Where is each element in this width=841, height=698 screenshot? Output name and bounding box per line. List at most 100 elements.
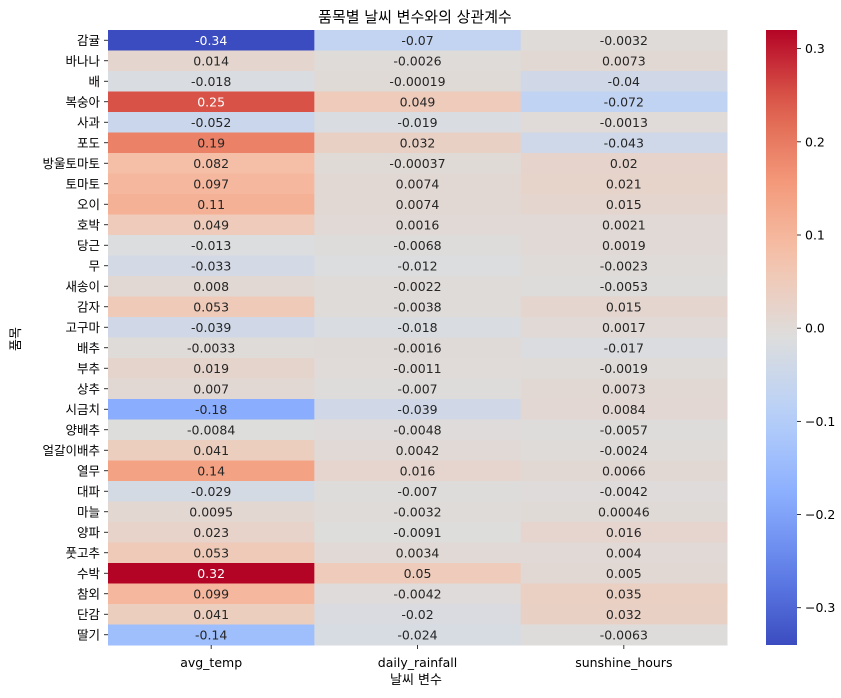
row-label: 감자 — [77, 299, 101, 314]
row-label: 딸기 — [77, 627, 100, 642]
column-labels: avg_temp daily_rainfall sunshine_hours — [180, 645, 672, 670]
cell-value-label: -0.019 — [397, 115, 437, 130]
cell-value-label: -0.0053 — [600, 279, 648, 294]
heatmap-cell — [314, 501, 522, 523]
heatmap-cell — [108, 481, 315, 502]
heatmap-cell — [520, 542, 728, 564]
heatmap-cell — [108, 542, 315, 564]
heatmap-cell — [520, 276, 728, 297]
heatmap-cell — [108, 71, 315, 92]
heatmap-cell — [314, 112, 522, 133]
cell-value-label: -0.0022 — [393, 279, 441, 294]
cell-value-label: 0.25 — [197, 94, 225, 109]
heatmap-cell — [520, 501, 728, 523]
colorbar-tick-label: −0.1 — [805, 414, 835, 429]
heatmap-cell — [520, 153, 728, 174]
row-label: 방울토마토 — [42, 156, 100, 171]
heatmap-cell — [314, 173, 522, 195]
heatmap-cell — [108, 501, 315, 523]
heatmap-cell — [520, 378, 728, 400]
row-label: 얼갈이배추 — [42, 443, 100, 458]
cell-value-label: 0.0074 — [396, 197, 440, 212]
heatmap-cell — [314, 194, 522, 215]
heatmap-cell — [314, 440, 522, 461]
cell-value-label: -0.0026 — [393, 53, 441, 68]
cell-value-label: 0.023 — [193, 525, 229, 540]
heatmap-cell — [314, 624, 522, 646]
heatmap-cell — [108, 50, 315, 72]
heatmap-cell — [520, 358, 728, 379]
cell-value-label: -0.0032 — [600, 33, 648, 48]
row-labels: 감귤바나나배복숭아사과포도방울토마토토마토오이호박당근무새송이감자고구마배추부추… — [42, 33, 108, 642]
heatmap-cell — [520, 440, 728, 461]
heatmap-cell — [108, 399, 315, 420]
cell-value-label: 0.05 — [404, 566, 432, 581]
heatmap-cell — [314, 317, 522, 338]
row-label: 참외 — [77, 586, 100, 601]
heatmap-cell — [520, 50, 728, 72]
row-label: 수박 — [77, 566, 101, 581]
cell-value-label: 0.00046 — [598, 504, 650, 519]
cell-value-label: 0.099 — [193, 586, 229, 601]
cell-value-label: -0.0016 — [393, 340, 441, 355]
cell-value-label: -0.02 — [401, 607, 433, 622]
heatmap-cell — [108, 378, 315, 400]
heatmap-cell — [108, 460, 315, 482]
cell-value-label: -0.0024 — [600, 443, 648, 458]
column-label: daily_rainfall — [378, 655, 457, 670]
heatmap-cell — [108, 522, 315, 543]
heatmap-cell — [520, 563, 728, 584]
heatmap-cell — [314, 481, 522, 502]
row-label: 마늘 — [77, 504, 100, 519]
row-label: 풋고추 — [65, 545, 100, 560]
heatmap-cell — [108, 563, 315, 584]
cell-value-label: 0.0042 — [396, 443, 440, 458]
heatmap-cell — [108, 132, 315, 154]
cell-value-label: -0.033 — [191, 258, 231, 273]
row-label: 시금치 — [65, 402, 100, 417]
heatmap-cell — [520, 522, 728, 543]
row-label: 단감 — [77, 607, 101, 622]
cell-value-label: 0.041 — [193, 607, 229, 622]
cell-value-label: -0.0038 — [393, 299, 441, 314]
cell-value-label: 0.015 — [606, 197, 642, 212]
heatmap-cell — [108, 419, 315, 441]
heatmap-cell — [108, 30, 315, 51]
row-label: 고구마 — [65, 320, 100, 335]
colorbar-tick-label: 0.3 — [805, 41, 825, 56]
cell-value-label: -0.00037 — [389, 156, 445, 171]
heatmap-cell — [314, 91, 522, 113]
cell-value-label: -0.0063 — [600, 627, 648, 642]
heatmap-cell — [108, 296, 315, 318]
cell-value-label: -0.039 — [397, 402, 437, 417]
heatmap-cell — [520, 604, 728, 625]
heatmap-cell — [108, 440, 315, 461]
cell-value-label: 0.032 — [606, 607, 642, 622]
cell-value-label: 0.02 — [610, 156, 638, 171]
cell-value-label: 0.007 — [193, 381, 229, 396]
x-axis-title: 날씨 변수 — [390, 673, 442, 688]
cell-value-label: -0.0033 — [187, 340, 235, 355]
heatmap-cell — [108, 235, 315, 256]
heatmap-cell — [314, 235, 522, 256]
row-label: 대파 — [77, 484, 101, 499]
heatmap-cell — [520, 419, 728, 441]
heatmap-cell — [314, 583, 522, 605]
cell-value-label: -0.00019 — [389, 74, 445, 89]
cell-value-label: 0.021 — [606, 176, 642, 191]
colorbar-tick-label: 0.2 — [805, 134, 825, 149]
cell-value-label: 0.0084 — [602, 402, 646, 417]
heatmap-cell — [108, 112, 315, 133]
row-label: 양파 — [77, 525, 101, 540]
heatmap-cell — [108, 173, 315, 195]
heatmap-cells: -0.34 -0.07 -0.0032 0.014 -0.0026 0.0073 -0.01… — [108, 30, 728, 646]
heatmap-cell — [314, 276, 522, 297]
heatmap-cell — [520, 194, 728, 215]
cell-value-label: -0.0019 — [600, 361, 648, 376]
cell-value-label: 0.016 — [400, 463, 436, 478]
cell-value-label: -0.0042 — [393, 586, 441, 601]
cell-value-label: -0.0023 — [600, 258, 648, 273]
cell-value-label: 0.14 — [197, 463, 225, 478]
cell-value-label: -0.0048 — [393, 422, 441, 437]
